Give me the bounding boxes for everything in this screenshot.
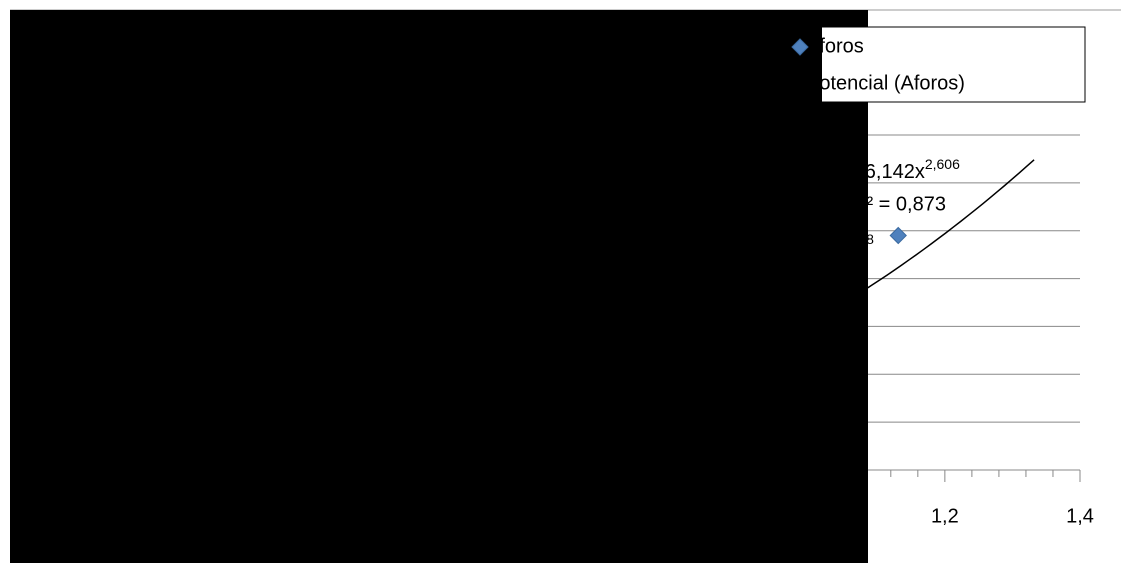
legend-label: Potencial (Aforos) [806, 72, 965, 94]
x-tick-label: 1,2 [931, 505, 959, 527]
legend-marker [791, 38, 809, 56]
r-squared: R² = 0,873 [852, 193, 946, 215]
occlusion [10, 10, 868, 563]
legend-box [777, 26, 1086, 103]
data-point [889, 226, 907, 245]
trendline-equation: y = 6,142x2,606 [832, 156, 960, 184]
x-tick-label: 1,4 [1066, 505, 1094, 527]
